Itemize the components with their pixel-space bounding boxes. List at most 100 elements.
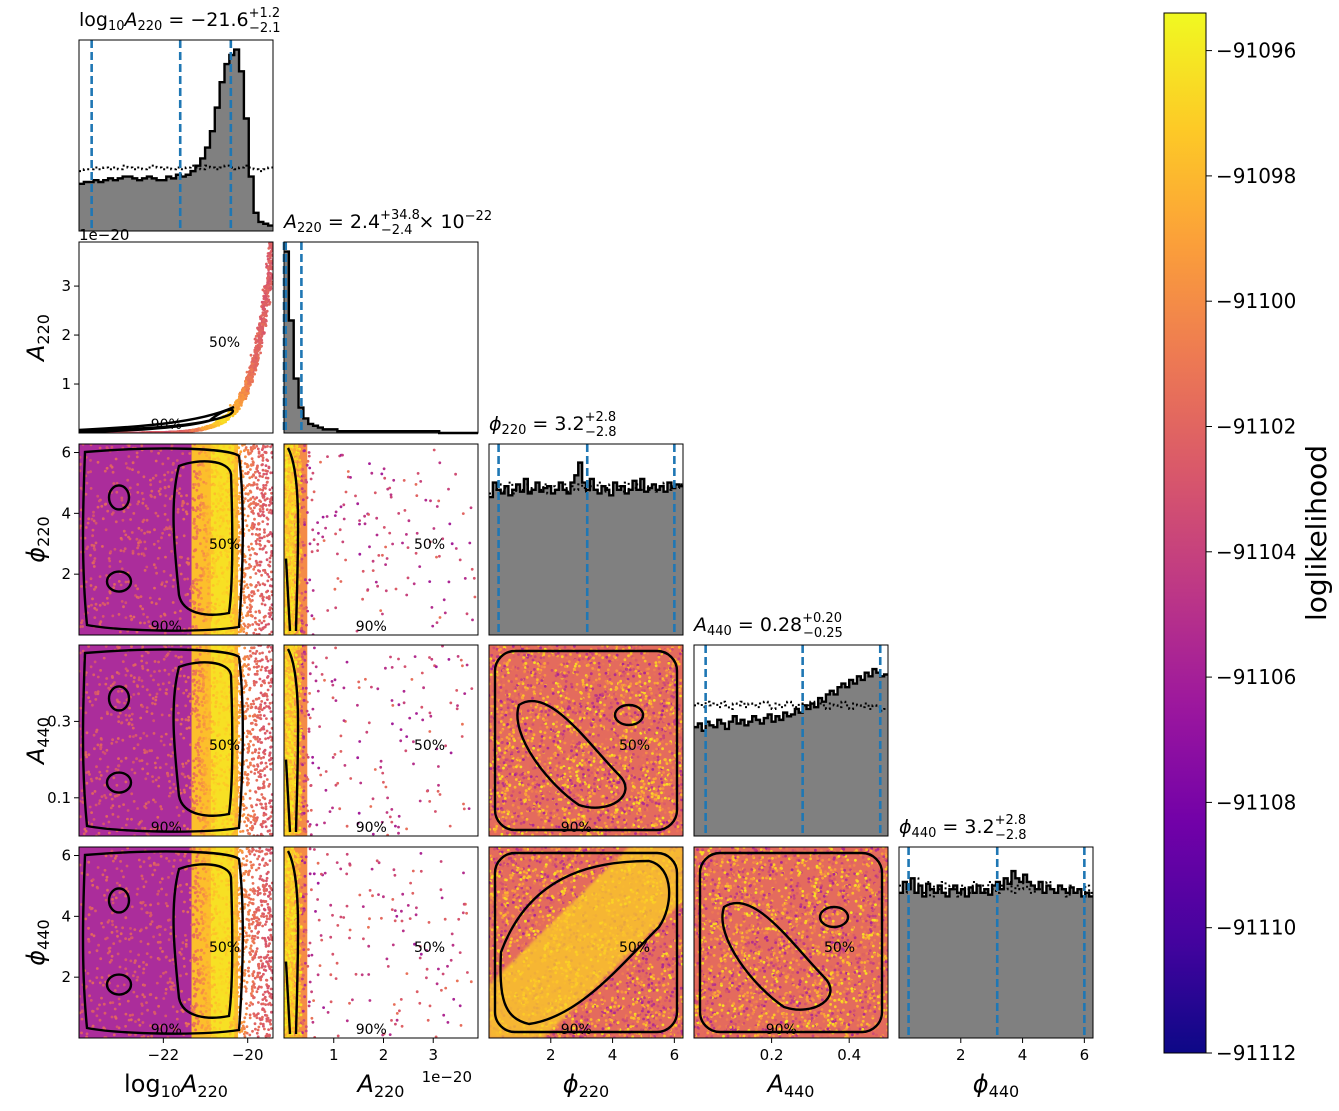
- scatter-point: [268, 632, 272, 635]
- scatter-point: [124, 462, 128, 465]
- hist-fill: [79, 49, 273, 231]
- scatter-point: [196, 578, 200, 582]
- scatter-point: [208, 615, 211, 619]
- scatter-point: [248, 489, 252, 493]
- scatter-point: [241, 444, 244, 447]
- scatter-point: [218, 521, 222, 525]
- scatter-point: [79, 508, 83, 512]
- scatter-point: [153, 495, 157, 499]
- scatter-point: [205, 532, 209, 536]
- scatter-point: [237, 595, 241, 599]
- scatter-points: [284, 444, 477, 635]
- scatter-point: [149, 483, 153, 487]
- scatter-point: [261, 468, 265, 472]
- scatter-point: [138, 539, 142, 543]
- scatter-point: [200, 549, 204, 553]
- scatter-point: [198, 507, 202, 511]
- scatter-point: [258, 474, 262, 478]
- scatter-point: [375, 516, 379, 520]
- scatter-point: [458, 558, 462, 562]
- scatter-point: [199, 513, 202, 516]
- scatter-point: [168, 497, 172, 501]
- scatter-point: [204, 530, 208, 533]
- scatter-point: [104, 502, 108, 506]
- scatter-point: [89, 553, 92, 557]
- scatter-point: [200, 462, 204, 465]
- scatter-point: [202, 528, 206, 531]
- scatter-point: [258, 340, 262, 344]
- scatter-point: [235, 581, 238, 584]
- scatter-point: [171, 601, 175, 604]
- scatter-point: [181, 452, 185, 455]
- scatter-point: [356, 502, 360, 506]
- scatter-point: [175, 489, 179, 492]
- scatter-point: [250, 464, 253, 467]
- scatter-point: [225, 448, 229, 452]
- scatter-point: [226, 550, 230, 554]
- scatter-point: [261, 322, 264, 326]
- hist-panel-logA220: [78, 39, 274, 232]
- scatter-point: [199, 501, 203, 505]
- scatter-point: [225, 495, 229, 499]
- scatter-point: [246, 514, 250, 518]
- scatter-point: [342, 503, 346, 507]
- scatter-point: [257, 328, 261, 332]
- scatter-point: [259, 560, 263, 564]
- scatter-point: [112, 586, 116, 590]
- scatter-point: [308, 578, 312, 582]
- scatter-point: [93, 557, 97, 560]
- scatter-point: [137, 596, 140, 599]
- scatter-point: [158, 597, 162, 601]
- scatter-point: [98, 575, 102, 578]
- scatter-point: [266, 534, 269, 538]
- scatter-point: [131, 461, 135, 465]
- scatter-point: [244, 492, 248, 496]
- scatter-point: [261, 599, 265, 602]
- scatter-point: [140, 528, 144, 532]
- scatter-point: [252, 473, 255, 476]
- scatter-point: [226, 566, 229, 570]
- scatter-point: [418, 565, 422, 568]
- scatter-point: [198, 428, 202, 431]
- scatter-point: [209, 511, 213, 515]
- scatter-point: [248, 476, 252, 480]
- scatter-point: [110, 512, 114, 516]
- scatter-point: [135, 537, 139, 541]
- scatter-point: [266, 469, 269, 473]
- scatter-point: [94, 585, 98, 589]
- scatter-point: [195, 582, 199, 586]
- scatter-point: [252, 631, 256, 635]
- scatter-point: [392, 478, 396, 482]
- scatter-point: [194, 509, 198, 513]
- scatter-point: [255, 364, 259, 367]
- scatter-point: [306, 609, 309, 613]
- scatter-point: [212, 542, 216, 546]
- scatter-point: [250, 542, 253, 546]
- scatter-point: [270, 590, 273, 594]
- scatter-point: [203, 524, 207, 527]
- scatter-point: [253, 470, 257, 474]
- scatter-point: [237, 498, 241, 501]
- scatter-point: [178, 555, 182, 559]
- scatter-point: [164, 494, 168, 498]
- panel-frame: [78, 241, 274, 434]
- scatter-point: [290, 590, 294, 594]
- scatter-point: [212, 561, 216, 565]
- scatter-point: [267, 563, 270, 567]
- scatter-point: [131, 549, 135, 553]
- scatter-point: [259, 351, 262, 355]
- scatter-point: [220, 445, 224, 448]
- scatter-point: [263, 535, 266, 539]
- scatter-point: [186, 577, 190, 581]
- scatter-point: [210, 566, 214, 569]
- scatter-point: [194, 475, 198, 478]
- scatter-point: [81, 625, 84, 628]
- scatter-point: [255, 527, 259, 531]
- scatter-point: [432, 527, 436, 530]
- scatter-point: [79, 469, 82, 473]
- scatter-point: [257, 450, 261, 454]
- scatter-point: [264, 551, 268, 554]
- scatter-point: [291, 570, 294, 573]
- scatter-point: [92, 519, 96, 523]
- scatter-point: [214, 464, 218, 468]
